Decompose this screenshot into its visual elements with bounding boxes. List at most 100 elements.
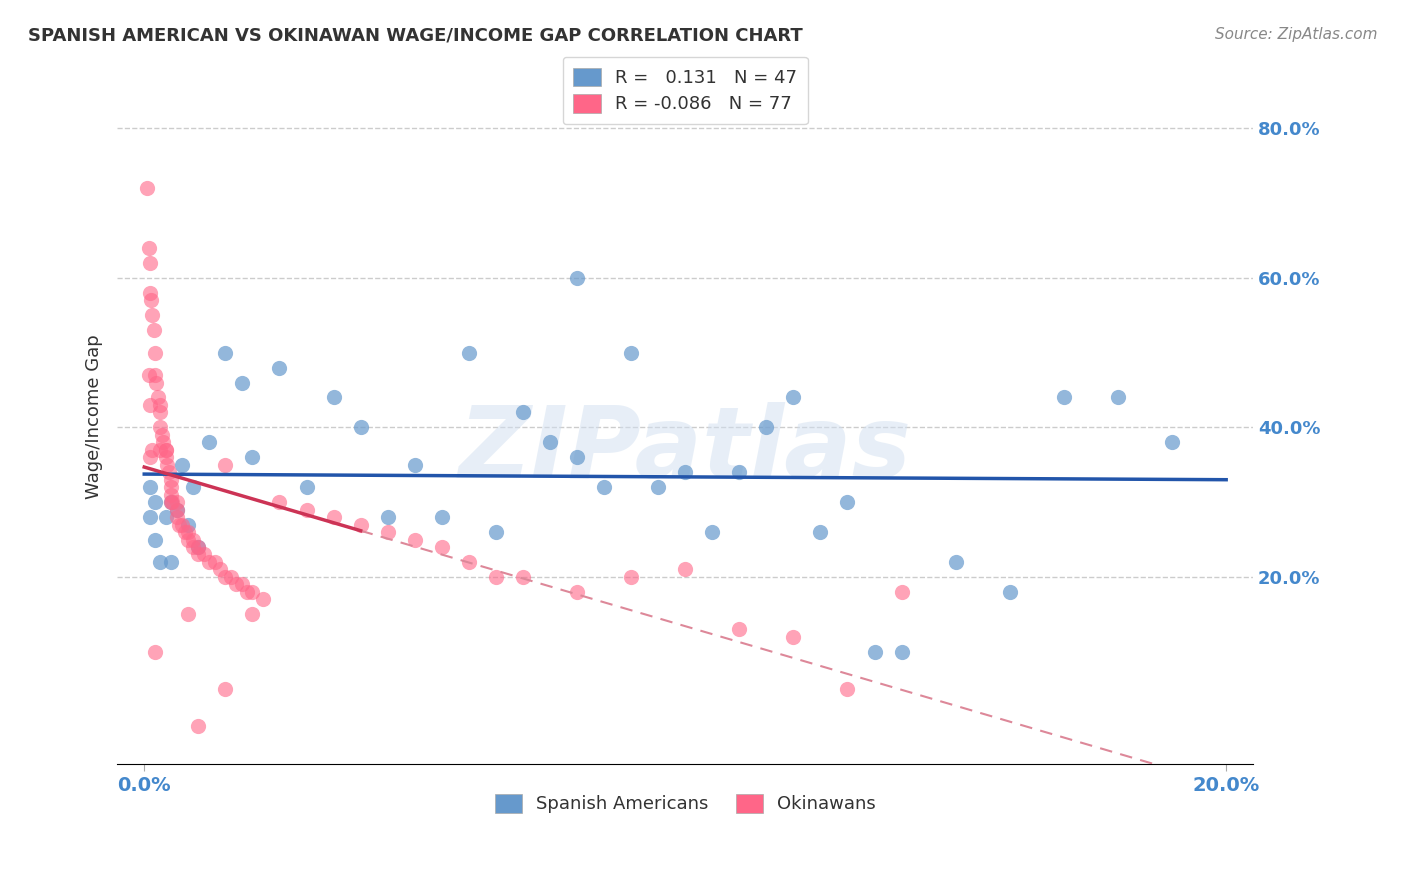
Point (160, 488, 183, 502)
Point (322, 391, 344, 405)
Point (157, 465, 180, 479)
Point (647, 480, 669, 494)
Point (138, 398, 160, 412)
Point (149, 555, 172, 569)
Point (322, 510, 344, 524)
Point (166, 510, 188, 524)
Point (890, 585, 912, 599)
Point (242, 585, 264, 599)
Point (187, 719, 209, 733)
Point (181, 533, 204, 547)
Point (160, 495, 183, 509)
Point (143, 533, 166, 547)
Point (176, 607, 198, 622)
Text: SPANISH AMERICAN VS OKINAWAN WAGE/INCOME GAP CORRELATION CHART: SPANISH AMERICAN VS OKINAWAN WAGE/INCOME… (28, 27, 803, 45)
Point (166, 502, 188, 516)
Point (565, 585, 588, 599)
Point (1053, 391, 1076, 405)
Point (231, 376, 253, 390)
Point (512, 405, 534, 419)
Point (295, 480, 318, 494)
Point (187, 540, 209, 554)
Point (172, 458, 194, 472)
Point (155, 442, 177, 457)
Point (673, 562, 696, 576)
Point (187, 548, 209, 562)
Point (593, 480, 616, 494)
Point (149, 398, 172, 412)
Point (198, 435, 221, 450)
Point (143, 495, 166, 509)
Point (214, 458, 236, 472)
Point (160, 480, 183, 494)
Point (1161, 435, 1184, 450)
Point (269, 495, 291, 509)
Point (863, 645, 886, 659)
Point (945, 555, 967, 569)
Text: Source: ZipAtlas.com: Source: ZipAtlas.com (1215, 27, 1378, 42)
Point (404, 458, 426, 472)
Point (242, 607, 264, 622)
Point (141, 442, 163, 457)
Point (782, 391, 804, 405)
Point (810, 524, 832, 539)
Point (1107, 391, 1129, 405)
Point (141, 308, 163, 322)
Point (145, 376, 167, 390)
Point (782, 630, 804, 644)
Point (155, 450, 177, 465)
Point (998, 585, 1021, 599)
Point (172, 517, 194, 532)
Point (143, 645, 166, 659)
Point (620, 345, 643, 359)
Point (377, 524, 399, 539)
Point (136, 181, 159, 195)
Point (538, 435, 561, 450)
Text: ZIPatlas: ZIPatlas (458, 402, 911, 500)
Point (143, 345, 166, 359)
Point (295, 502, 318, 516)
Point (219, 570, 242, 584)
Point (565, 450, 588, 465)
Point (620, 570, 643, 584)
Point (160, 473, 183, 487)
Point (755, 420, 778, 434)
Point (269, 360, 291, 375)
Point (349, 420, 371, 434)
Point (187, 540, 209, 554)
Point (176, 533, 198, 547)
Point (155, 442, 177, 457)
Point (166, 495, 188, 509)
Point (728, 622, 751, 636)
Point (242, 450, 264, 465)
Point (138, 368, 160, 382)
Point (149, 420, 172, 434)
Point (231, 577, 253, 591)
Point (728, 465, 751, 479)
Point (236, 585, 259, 599)
Point (152, 435, 174, 450)
Point (173, 524, 195, 539)
Point (673, 465, 696, 479)
Point (181, 540, 204, 554)
Point (139, 293, 162, 308)
Point (156, 458, 179, 472)
Point (214, 345, 236, 359)
Point (138, 450, 160, 465)
Point (149, 405, 172, 419)
Point (837, 681, 859, 696)
Point (204, 555, 226, 569)
Point (176, 517, 198, 532)
Point (193, 548, 215, 562)
Point (214, 681, 236, 696)
Point (138, 241, 160, 255)
Point (160, 555, 183, 569)
Point (162, 495, 184, 509)
Point (150, 428, 173, 442)
Point (146, 391, 169, 405)
Point (225, 577, 247, 591)
Point (214, 570, 236, 584)
Point (837, 495, 859, 509)
Point (457, 345, 479, 359)
Point (512, 570, 534, 584)
